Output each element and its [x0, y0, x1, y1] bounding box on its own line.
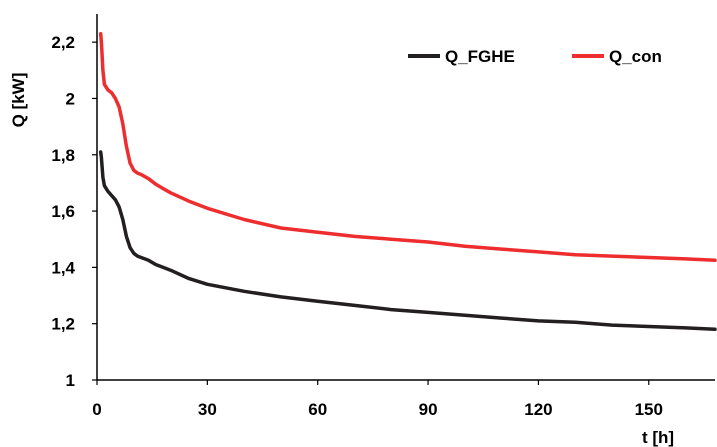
y-tick-label: 1	[66, 371, 75, 390]
y-tick-label: 1,2	[51, 315, 75, 334]
y-tick-label: 1,8	[51, 146, 75, 165]
x-tick-label: 120	[524, 400, 552, 419]
y-axis-title: Q [kW]	[9, 73, 28, 128]
chart-axes	[96, 14, 715, 381]
x-tick-label: 90	[419, 400, 438, 419]
y-tick-label: 2,2	[51, 33, 75, 52]
x-tick-label: 60	[308, 400, 327, 419]
y-tick-label: 2	[66, 89, 75, 108]
x-tick-label: 150	[635, 400, 663, 419]
x-tick-label: 30	[198, 400, 217, 419]
legend-label: Q_con	[609, 47, 662, 66]
x-axis-ticks: 0 30 60 90 120 150	[92, 380, 663, 419]
x-axis-title: t [h]	[642, 428, 674, 447]
series-line-q-fghe	[98, 150, 717, 332]
y-tick-label: 1,6	[51, 202, 75, 221]
series-line-q-con	[98, 31, 717, 263]
series-layer	[98, 31, 717, 332]
legend: Q_FGHE Q_con	[408, 47, 662, 66]
legend-label: Q_FGHE	[445, 47, 515, 66]
y-axis-ticks: 1 1,2 1,4 1,6 1,8 2 2,2	[51, 33, 97, 390]
y-tick-label: 1,4	[51, 258, 75, 277]
x-tick-label: 0	[92, 400, 101, 419]
